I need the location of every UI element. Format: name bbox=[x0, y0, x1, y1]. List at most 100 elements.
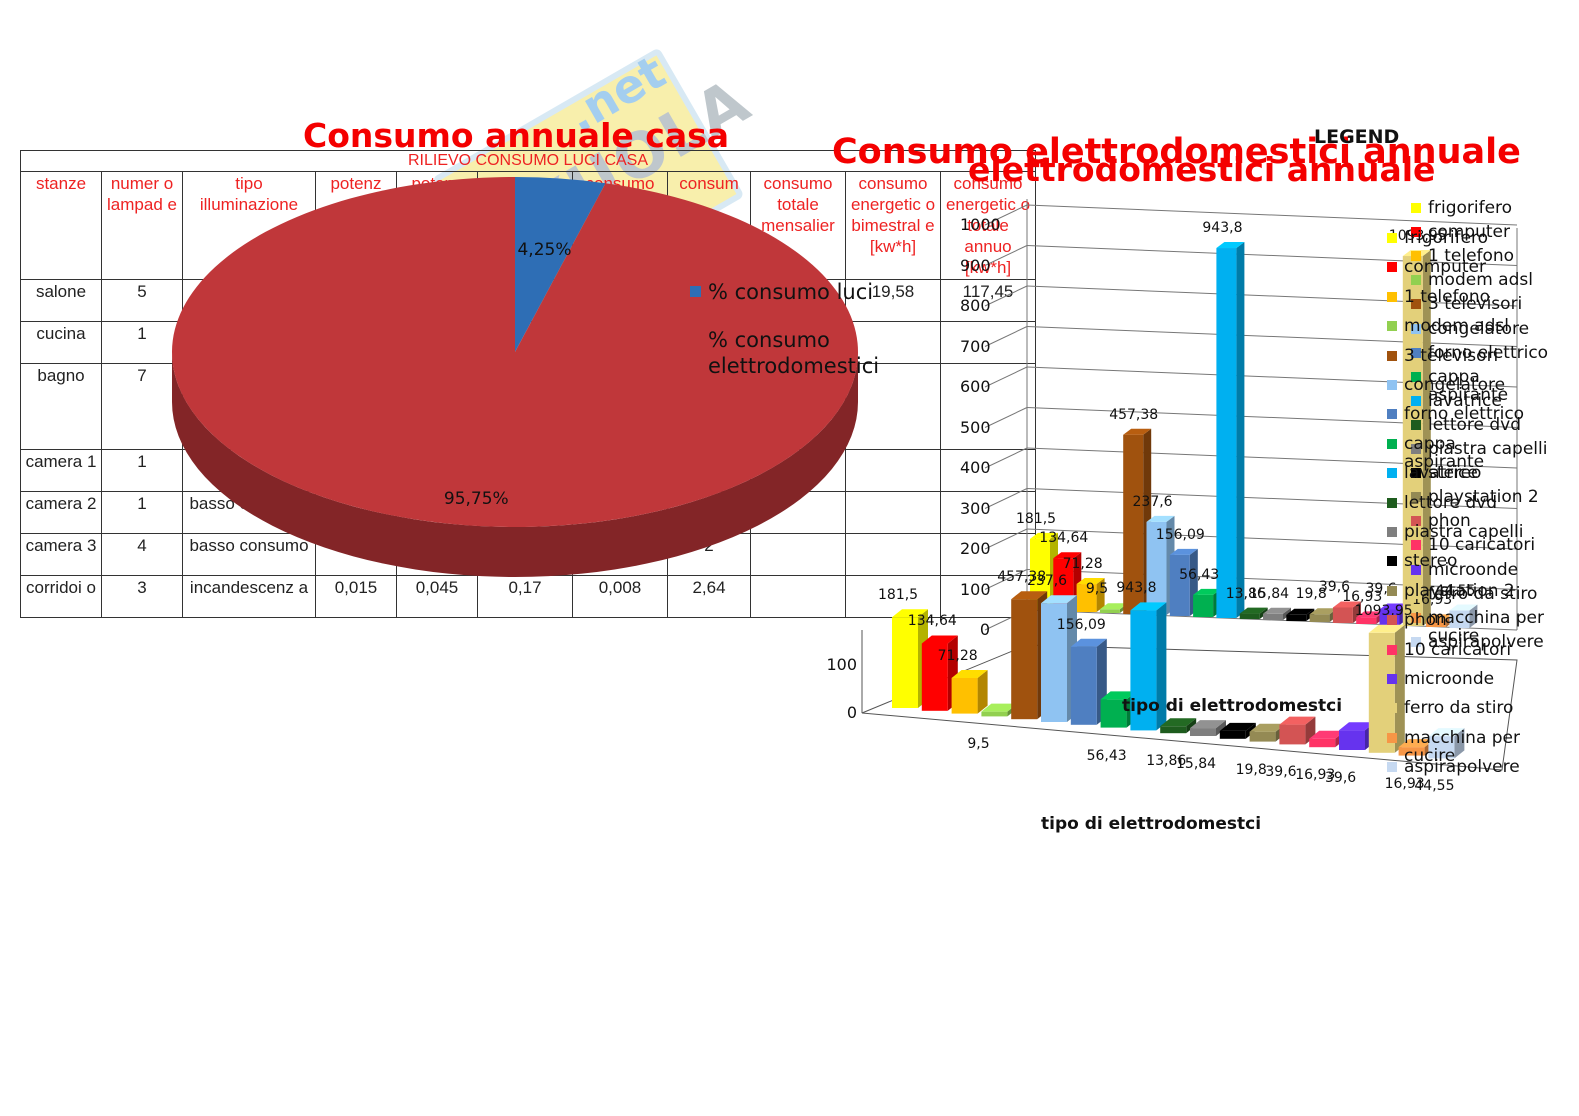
front-bar bbox=[1279, 724, 1306, 745]
front-legend-swatch bbox=[1387, 585, 1397, 596]
back-bar-top bbox=[1239, 607, 1268, 614]
pie-slice-label: 95,75% bbox=[443, 489, 509, 510]
front-value-label: 15,84 bbox=[1176, 756, 1217, 772]
front-bar bbox=[1428, 736, 1455, 759]
back-legend-label: forno elettrico bbox=[1428, 342, 1549, 363]
front-legend-label: piastra capelli bbox=[1404, 522, 1524, 542]
table-cell bbox=[845, 533, 941, 576]
back-bar-top bbox=[1426, 614, 1455, 621]
back-side-gridline bbox=[984, 407, 1028, 428]
front-legend-swatch bbox=[1387, 321, 1397, 332]
back-legend-label: lavatrice bbox=[1428, 390, 1502, 411]
back-side-gridline bbox=[984, 285, 1028, 307]
front-bar bbox=[1041, 603, 1067, 722]
table-header-cell: consumo energetic o bimestral e [kw*h] bbox=[845, 171, 941, 280]
front-legend-swatch bbox=[1387, 409, 1397, 420]
table-cell bbox=[750, 575, 846, 618]
back-bar-top bbox=[1146, 515, 1175, 522]
front-value-label: 19,8 bbox=[1235, 761, 1267, 778]
front-value-label: 16,93 bbox=[1295, 767, 1336, 784]
back-value-label: 16,93 bbox=[1342, 589, 1383, 606]
y-tick-label: 300 bbox=[960, 498, 991, 518]
back-bar-side bbox=[1283, 607, 1291, 620]
front-value-label: 457,38 bbox=[997, 569, 1047, 586]
x-axis-title-back: tipo di elettrodomestci bbox=[1122, 696, 1343, 716]
front-legend-label: 1 telefono bbox=[1404, 286, 1491, 307]
front-legend-label: computer bbox=[1404, 257, 1486, 278]
front-legend-label: microonde bbox=[1404, 669, 1495, 689]
y-tick-label: 900 bbox=[960, 255, 991, 275]
bar-chart-title-echo: elettrodomestici annuale bbox=[968, 150, 1436, 189]
front-bar-side bbox=[977, 669, 988, 714]
back-value-label: 156,09 bbox=[1155, 526, 1205, 543]
x-axis-title: tipo di elettrodomestci bbox=[1041, 814, 1262, 834]
pie-slice-label: 4,25% bbox=[517, 240, 572, 261]
front-bar-top bbox=[1309, 730, 1346, 739]
front-bar-top bbox=[1428, 728, 1465, 737]
front-bar-top bbox=[1041, 595, 1077, 604]
front-legend-swatch bbox=[1387, 438, 1397, 449]
back-legend-swatch bbox=[1411, 468, 1421, 479]
back-bar bbox=[1356, 617, 1377, 624]
front-value-label: 71,28 bbox=[937, 647, 978, 664]
back-legend-label: lettore dvd bbox=[1428, 414, 1522, 435]
front-value-label: 156,09 bbox=[1056, 616, 1106, 633]
back-value-label: 237,6 bbox=[1132, 493, 1173, 510]
back-value-label: 39,6 bbox=[1318, 579, 1351, 596]
table-cell: 4 bbox=[101, 533, 183, 576]
front-bar-top bbox=[1249, 723, 1286, 732]
back-gridline bbox=[1026, 204, 1518, 226]
back-value-label: 19,8 bbox=[1295, 586, 1327, 603]
front-bar bbox=[1398, 747, 1425, 756]
front-bar-top bbox=[1219, 722, 1256, 731]
back-value-label: 134,64 bbox=[1039, 530, 1089, 547]
front-value-label: 1093,95 bbox=[1354, 602, 1413, 619]
back-legend-swatch bbox=[1411, 419, 1421, 430]
back-gridline bbox=[1026, 569, 1518, 590]
back-bar-top bbox=[1193, 588, 1222, 595]
table-cell: 3 bbox=[101, 575, 183, 618]
back-value-label: 15,84 bbox=[1249, 585, 1290, 602]
y-tick-label: 800 bbox=[960, 296, 991, 315]
front-bar-top bbox=[1130, 602, 1167, 611]
table-cell: 0,045 bbox=[396, 575, 478, 618]
front-legend-label: playstation 2 bbox=[1404, 580, 1515, 601]
front-value-label: 39,6 bbox=[1265, 764, 1297, 781]
front-legend-swatch bbox=[1387, 732, 1397, 743]
front-value-label: 9,5 bbox=[967, 736, 990, 753]
front-bar bbox=[892, 617, 918, 708]
front-bar bbox=[1339, 730, 1365, 750]
back-legend-swatch bbox=[1411, 323, 1421, 334]
table-cell: 2,64 bbox=[667, 575, 751, 618]
front-legend-swatch bbox=[1387, 556, 1397, 567]
front-value-label: 39,6 bbox=[1325, 770, 1357, 786]
front-legend-label: cappa aspirante bbox=[1404, 433, 1485, 472]
front-legend-swatch bbox=[1387, 674, 1397, 684]
back-bar-top bbox=[1053, 552, 1082, 559]
pie-legend-label: % consumo luci bbox=[708, 280, 874, 304]
pie-legend-swatch bbox=[690, 334, 701, 345]
back-bar-top bbox=[1076, 578, 1105, 585]
back-bar-top bbox=[1169, 548, 1198, 555]
back-legend-label: 3 televisori bbox=[1428, 294, 1523, 315]
back-bar bbox=[1263, 613, 1283, 620]
back-gridline bbox=[1026, 447, 1518, 469]
front-bar-top bbox=[951, 669, 988, 678]
back-value-label: 181,5 bbox=[1016, 510, 1057, 527]
back-legend-label: cappa aspirante bbox=[1428, 366, 1509, 405]
back-legend-label: macchina per cucire bbox=[1428, 607, 1545, 646]
back-gridline bbox=[1026, 245, 1518, 266]
back-side-gridline bbox=[984, 326, 1028, 347]
front-value-label: 181,5 bbox=[878, 587, 919, 604]
pie-side-wall bbox=[172, 352, 858, 577]
front-bar-side bbox=[1394, 624, 1405, 753]
y-tick-label: 1000 bbox=[960, 215, 1001, 234]
front-legend-label: ferro da stiro bbox=[1404, 698, 1514, 719]
legend-title: LEGEND bbox=[1314, 126, 1400, 148]
front-bar-side bbox=[1156, 602, 1167, 731]
back-legend-label: congelatore bbox=[1428, 318, 1530, 339]
y-tick-label: 0 bbox=[846, 703, 857, 722]
table-cell: 5 bbox=[101, 279, 183, 322]
front-bar-top bbox=[1190, 720, 1226, 729]
back-legend-label: piastra capelli bbox=[1428, 439, 1548, 459]
